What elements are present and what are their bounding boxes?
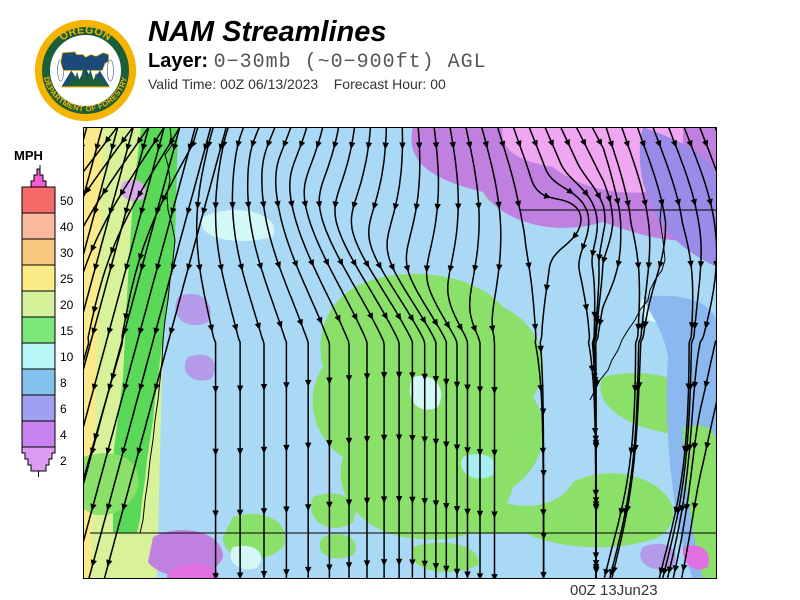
svg-text:15: 15 — [60, 324, 74, 338]
svg-text:6: 6 — [60, 402, 67, 416]
svg-text:20: 20 — [60, 298, 74, 312]
svg-text:2: 2 — [60, 454, 67, 468]
svg-text:30: 30 — [60, 246, 74, 260]
svg-text:25: 25 — [60, 272, 74, 286]
svg-text:4: 4 — [60, 428, 67, 442]
svg-text:8: 8 — [60, 376, 67, 390]
svg-text:40: 40 — [60, 220, 74, 234]
svg-text:50: 50 — [60, 194, 74, 208]
svg-text:10: 10 — [60, 350, 74, 364]
